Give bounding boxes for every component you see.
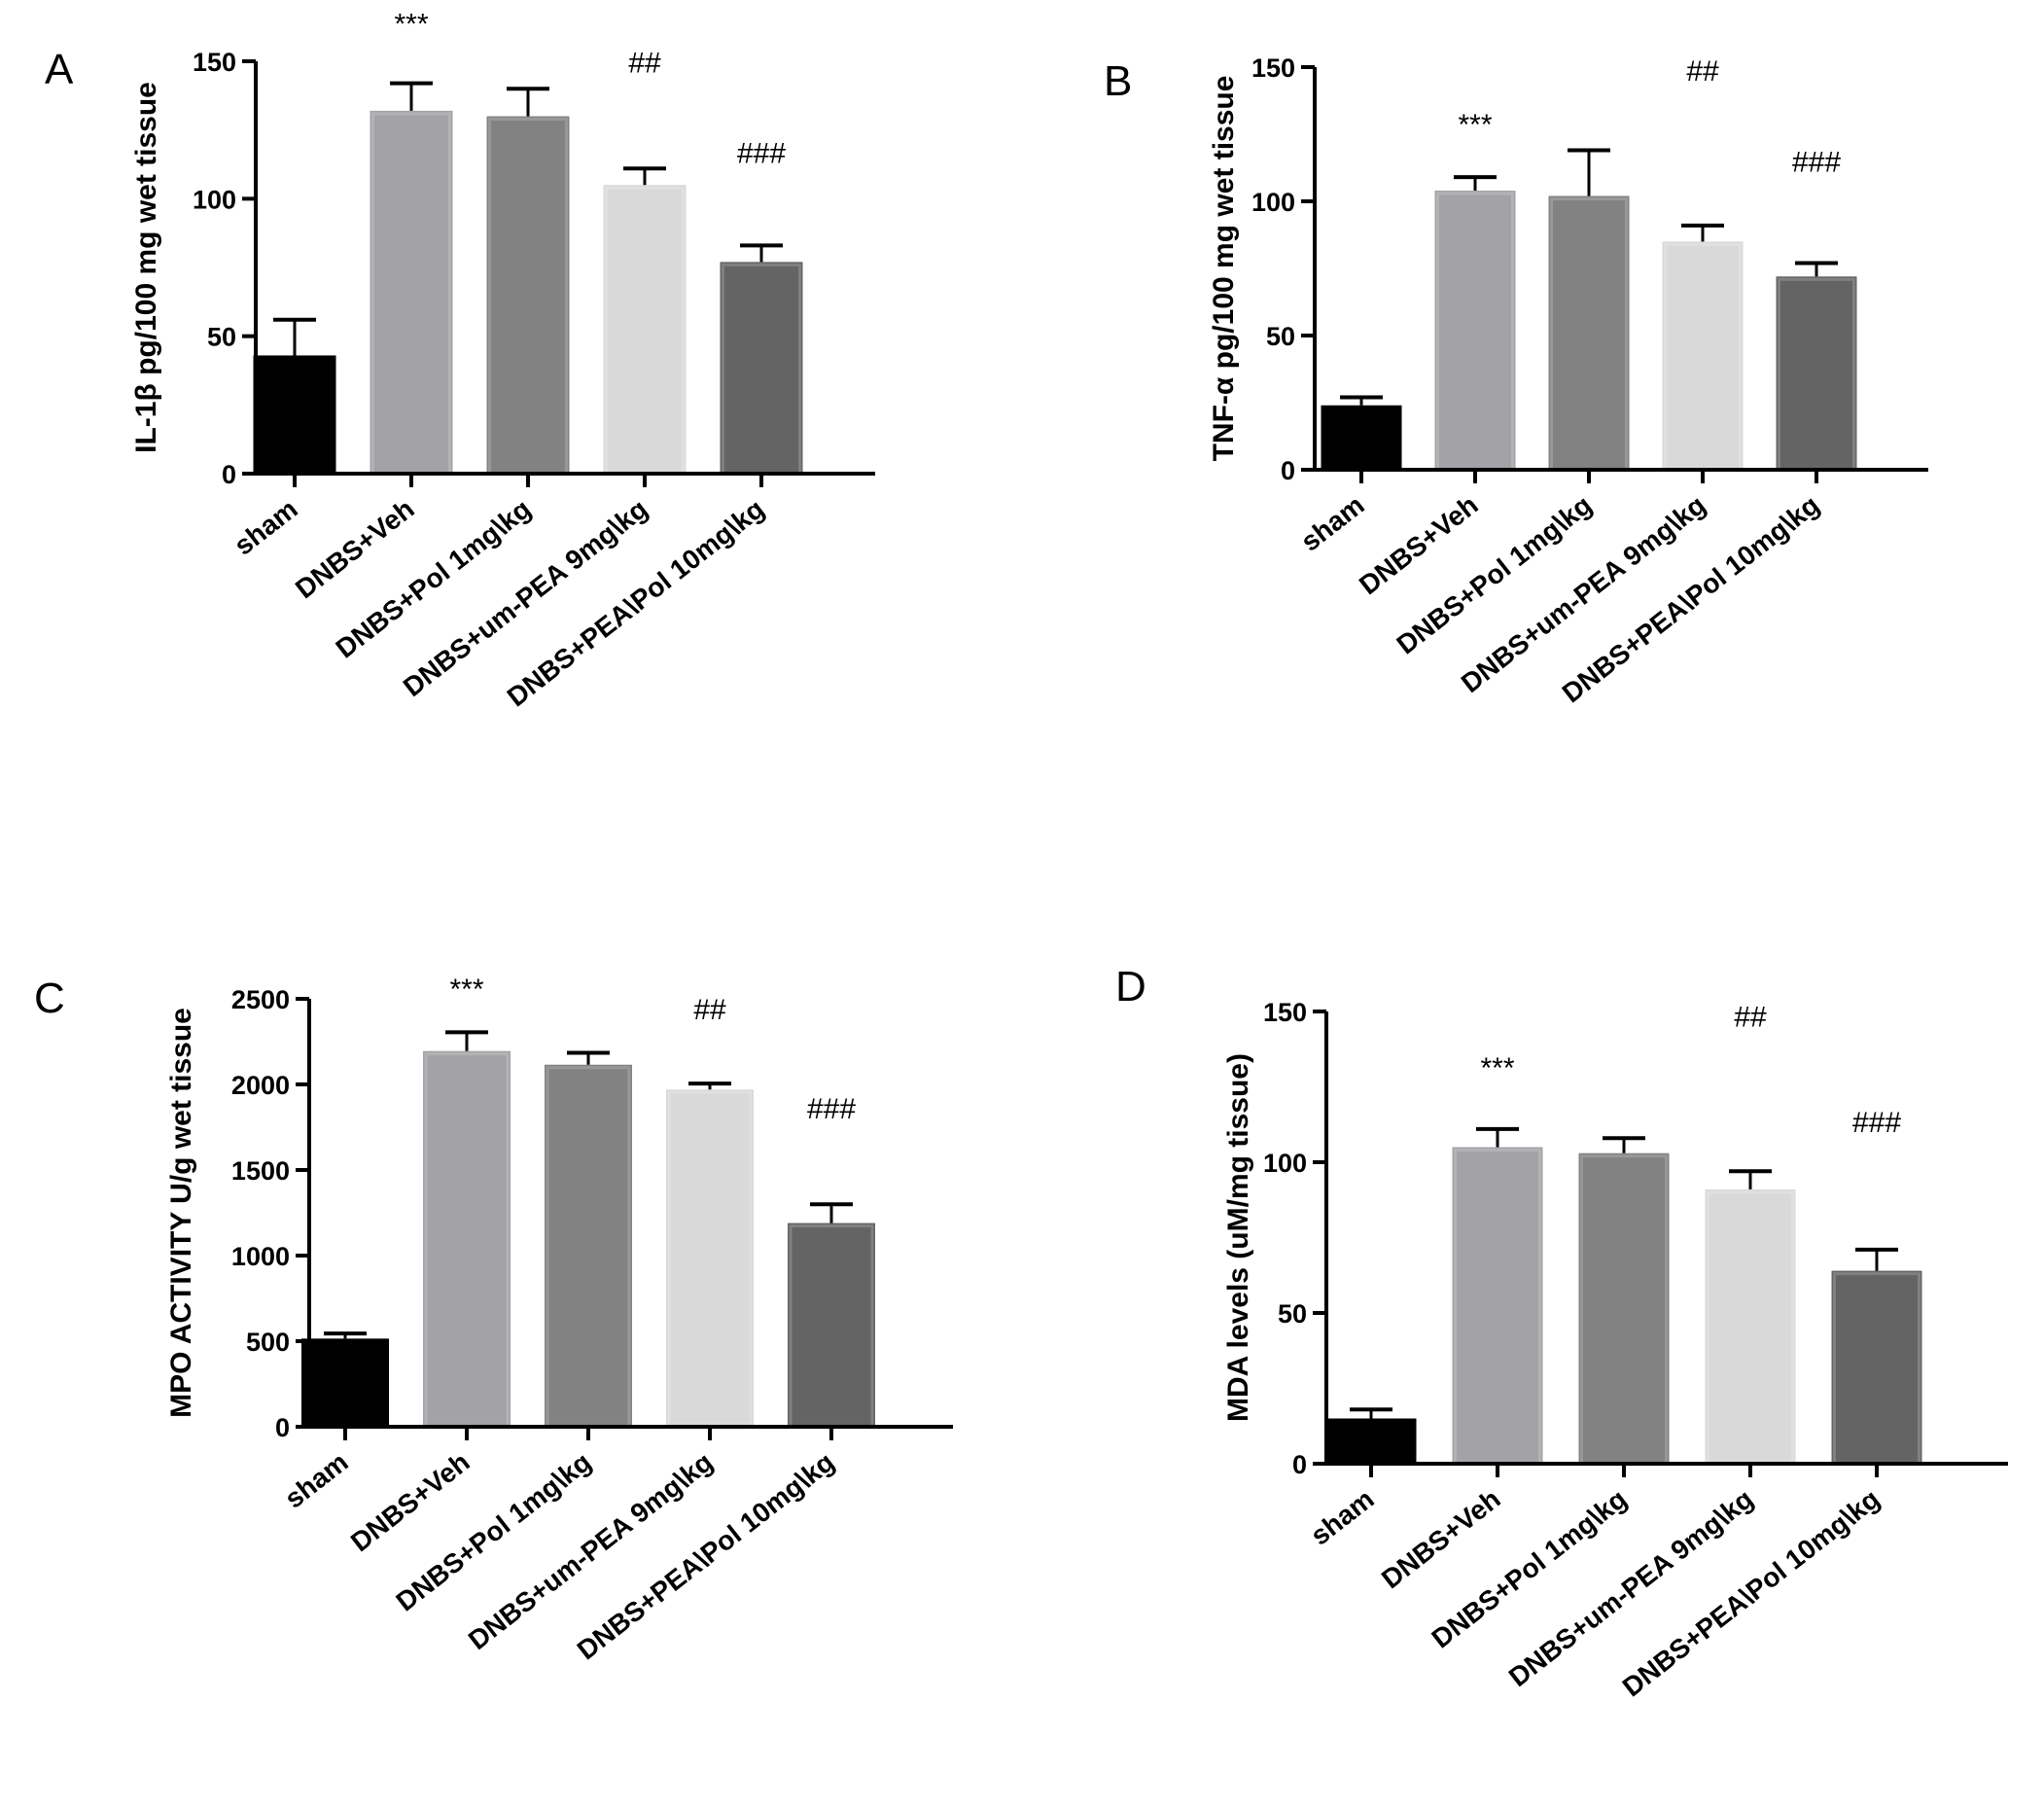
x-category-label-1: sham <box>1295 489 1370 556</box>
significance-marker-2: ## <box>628 47 661 79</box>
panel-label: C <box>34 975 65 1022</box>
x-category-label-1: sham <box>279 1446 354 1513</box>
y-tick-label-1: 0 <box>275 1413 290 1442</box>
x-category-label-1: sham <box>1305 1483 1380 1550</box>
significance-marker-1: *** <box>1480 1052 1514 1084</box>
y-tick-label-1: 0 <box>1281 456 1295 485</box>
bar-4 <box>1705 1188 1796 1464</box>
y-tick-label-4: 150 <box>193 48 236 77</box>
y-tick-label-3: 100 <box>1263 1149 1307 1178</box>
bar-2 <box>423 1050 511 1427</box>
x-category-label-3: DNBS+Pol 1mg\kg <box>1391 489 1597 659</box>
x-category-label-5: DNBS+PEA\Pol 10mg\kg <box>1617 1483 1885 1702</box>
bar-5 <box>1776 276 1857 470</box>
y-tick-label-2: 50 <box>1266 322 1295 351</box>
bar-2 <box>1452 1147 1543 1464</box>
significance-marker-3: ### <box>1852 1107 1901 1139</box>
y-tick-label-6: 2500 <box>231 985 290 1014</box>
y-axis-label: TNF-α pg/100 mg wet tissue <box>1208 76 1240 462</box>
bar-3 <box>486 116 570 475</box>
significance-marker-1: *** <box>449 974 483 1006</box>
significance-marker-1: *** <box>1458 109 1492 141</box>
x-category-label-4: DNBS+um-PEA 9mg\kg <box>1503 1483 1759 1692</box>
bar-1 <box>1325 1418 1417 1464</box>
x-category-label-2: DNBS+Veh <box>345 1446 476 1557</box>
bar-3 <box>545 1064 632 1427</box>
significance-marker-2: ## <box>1686 55 1719 88</box>
x-category-label-2: DNBS+Veh <box>1376 1483 1506 1594</box>
bar-3 <box>1578 1152 1670 1464</box>
bar-4 <box>666 1089 754 1427</box>
bar-5 <box>1831 1270 1922 1464</box>
bar-2 <box>370 110 453 474</box>
bar-1 <box>253 355 336 474</box>
y-tick-label-1: 0 <box>222 460 236 489</box>
y-tick-label-2: 500 <box>246 1328 290 1357</box>
significance-marker-1: *** <box>394 9 428 41</box>
y-axis-label: IL-1β pg/100 mg wet tissue <box>130 82 162 453</box>
y-tick-label-1: 0 <box>1292 1450 1307 1479</box>
x-category-label-4: DNBS+um-PEA 9mg\kg <box>463 1446 719 1655</box>
y-tick-label-4: 1500 <box>231 1156 290 1186</box>
bar-2 <box>1434 190 1516 470</box>
y-tick-label-3: 100 <box>1251 188 1295 217</box>
x-category-label-1: sham <box>229 493 303 560</box>
bar-1 <box>1321 405 1402 470</box>
panel-label: A <box>45 46 74 93</box>
y-axis-label: MDA levels (uM/mg tissue) <box>1222 1053 1254 1422</box>
y-tick-label-2: 50 <box>207 323 236 352</box>
x-category-label-3: DNBS+Pol 1mg\kg <box>390 1446 596 1616</box>
bar-4 <box>603 185 687 474</box>
y-tick-label-2: 50 <box>1278 1299 1307 1329</box>
y-tick-label-4: 150 <box>1263 998 1307 1027</box>
significance-marker-3: ### <box>1792 147 1841 179</box>
bar-4 <box>1662 241 1744 470</box>
bar-1 <box>301 1338 389 1427</box>
y-tick-label-3: 1000 <box>231 1242 290 1271</box>
y-axis-label: MPO ACTIVITY U/g wet tissue <box>165 1008 197 1418</box>
y-tick-label-4: 150 <box>1251 53 1295 83</box>
significance-marker-2: ## <box>1734 1002 1767 1034</box>
panel-label: D <box>1115 963 1146 1010</box>
panel-label: B <box>1104 57 1132 105</box>
significance-marker-2: ## <box>693 994 726 1026</box>
bar-5 <box>788 1223 875 1427</box>
bar-3 <box>1548 195 1630 471</box>
y-tick-label-5: 2000 <box>231 1071 290 1100</box>
x-category-label-3: DNBS+Pol 1mg\kg <box>330 493 536 663</box>
chart-panel-c: C 0 500 1000 1500 2000 2500 shamDNBS+VehDNBS+Po… <box>34 974 953 1665</box>
significance-marker-3: ### <box>737 138 786 170</box>
y-tick-label-3: 100 <box>193 185 236 214</box>
bar-5 <box>720 262 803 474</box>
significance-marker-3: ### <box>807 1093 856 1125</box>
